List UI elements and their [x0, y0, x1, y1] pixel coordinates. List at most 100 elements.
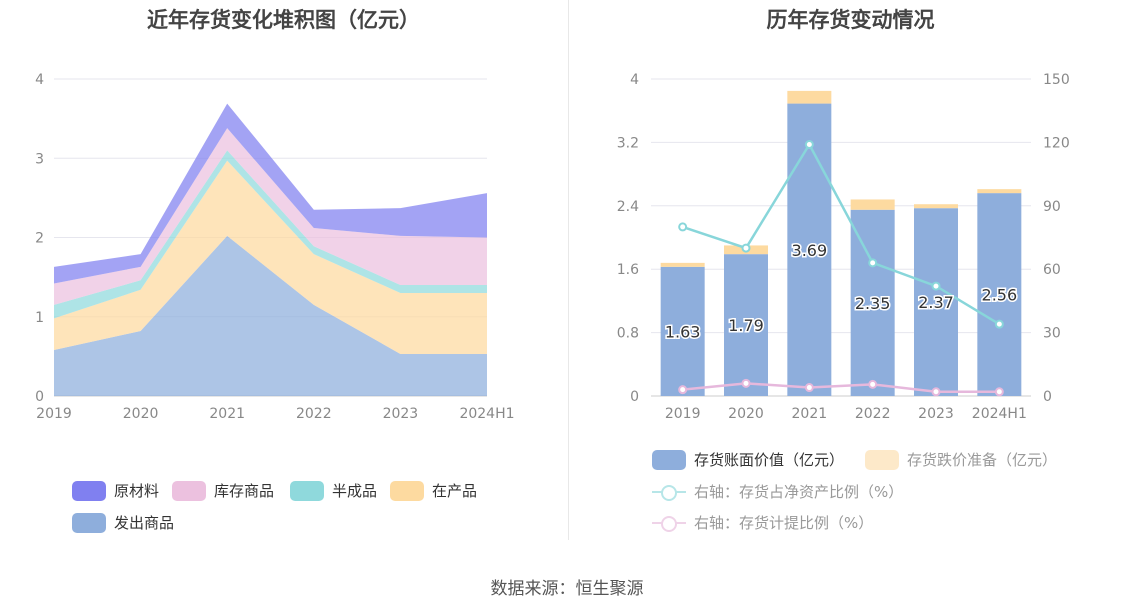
area-series-半成品	[54, 150, 487, 319]
bar-book-value	[977, 193, 1022, 396]
y-tick-label: 0	[630, 389, 639, 405]
area-series-库存商品	[54, 128, 487, 305]
area-series-原材料	[54, 103, 487, 284]
bar-data-label: 1.79	[728, 316, 764, 335]
legend-label-wip: 在产品	[432, 482, 478, 500]
legend-swatch-net-asset-ratio	[652, 482, 686, 502]
y2-tick-label: 60	[1043, 262, 1061, 278]
legend-label-stock: 库存商品	[214, 482, 275, 500]
legend-item-semi[interactable]: 半成品	[290, 480, 377, 501]
bar-provision	[914, 204, 958, 209]
y-tick-label: 0.8	[617, 326, 639, 342]
y-tick-label: 4	[35, 72, 44, 88]
legend-label-shipped: 发出商品	[114, 514, 175, 532]
legend-swatch-semi	[290, 480, 324, 501]
area-series-发出商品	[54, 235, 487, 396]
legend-item-book-value[interactable]: 存货账面价值（亿元）	[652, 449, 844, 470]
x-tick-label: 2021	[792, 406, 828, 422]
legend-swatch-stock	[172, 480, 206, 501]
bar-data-label: 2.37	[918, 293, 954, 312]
legend-label-semi: 半成品	[332, 482, 378, 500]
bar-book-value	[660, 266, 705, 396]
x-tick-label: 2022	[855, 406, 891, 422]
bar-provision	[850, 199, 895, 210]
bar-provision	[787, 90, 832, 104]
point-net-asset-ratio	[741, 243, 751, 253]
y-tick-label: 3	[35, 151, 44, 167]
point-provision-ratio	[931, 387, 941, 397]
y2-tick-label: 0	[1043, 389, 1052, 405]
legend-swatch-shipped	[72, 512, 106, 533]
bar-provision	[977, 189, 1022, 194]
x-tick-label: 2023	[383, 406, 419, 422]
x-tick-label: 2020	[728, 406, 764, 422]
bar-provision	[660, 262, 705, 267]
legend-item-stock[interactable]: 库存商品	[172, 480, 274, 501]
point-net-asset-ratio	[804, 140, 814, 150]
y2-tick-label: 150	[1043, 72, 1070, 88]
legend-swatch-raw	[72, 480, 106, 501]
legend-item-net-asset-ratio[interactable]: 右轴：存货占净资产比例（%）	[652, 481, 903, 502]
legend-item-shipped[interactable]: 发出商品	[72, 512, 174, 533]
x-tick-label: 2021	[209, 406, 245, 422]
legend-label-raw: 原材料	[114, 482, 160, 500]
bar-data-label: 2.35	[855, 294, 891, 313]
point-provision-ratio	[868, 379, 878, 389]
bar-data-label: 2.56	[982, 286, 1018, 305]
left-chart-panel: 近年存货变化堆积图（亿元） 0 1 2 3 4 2019 2020 2021 2022 2023 2…	[0, 0, 567, 560]
x-tick-label: 2023	[918, 406, 954, 422]
bar-data-label: 1.63	[665, 322, 701, 341]
panel-divider	[568, 0, 569, 540]
x-tick-label: 2020	[123, 406, 159, 422]
legend-swatch-provision-ratio	[652, 513, 686, 533]
point-net-asset-ratio	[994, 319, 1004, 329]
right-chart-panel: 历年存货变动情况 0 0.8 1.6 2.4 3.2 4 0 30 60 90 120 150 2019…	[567, 0, 1134, 560]
y2-tick-label: 90	[1043, 199, 1061, 215]
point-provision-ratio	[804, 383, 814, 393]
bar-book-value	[850, 209, 895, 396]
y-tick-label: 0	[35, 389, 44, 405]
x-tick-label: 2019	[36, 406, 72, 422]
point-net-asset-ratio	[931, 281, 941, 291]
right-chart-title: 历年存货变动情况	[766, 8, 935, 32]
line-provision-ratio	[682, 382, 1000, 394]
stacked-area-chart: 0 1 2 3 4 2019 2020 2021 2022 2023 2024H1	[35, 72, 514, 422]
bar-book-value	[787, 103, 832, 396]
x-tick-label: 2024H1	[972, 406, 1027, 422]
point-net-asset-ratio	[868, 258, 878, 268]
y-tick-label: 2	[35, 231, 44, 247]
point-provision-ratio	[678, 385, 688, 395]
legend-swatch-wip	[390, 480, 424, 501]
legend-swatch-book-value	[652, 449, 686, 470]
legend-item-wip[interactable]: 在产品	[390, 480, 477, 501]
line-net-asset-ratio	[682, 141, 1000, 326]
x-tick-label: 2019	[665, 406, 701, 422]
point-provision-ratio	[741, 378, 751, 388]
legend-label-provision: 存货跌价准备（亿元）	[907, 451, 1058, 469]
legend-label-provision-ratio: 右轴：存货计提比例（%）	[694, 514, 874, 532]
area-series-在产品	[54, 160, 487, 354]
x-tick-label: 2022	[296, 406, 332, 422]
legend-label-book-value: 存货账面价值（亿元）	[694, 451, 845, 469]
legend-label-net-asset-ratio: 右轴：存货占净资产比例（%）	[694, 483, 904, 501]
bar-line-chart: 0 0.8 1.6 2.4 3.2 4 0 30 60 90 120 150 2019 2020 2021 2…	[617, 72, 1070, 422]
y-tick-label: 2.4	[617, 199, 639, 215]
left-chart-title: 近年存货变化堆积图（亿元）	[147, 8, 420, 32]
point-provision-ratio	[994, 387, 1004, 397]
y2-tick-label: 120	[1043, 135, 1070, 151]
legend-swatch-provision	[865, 449, 899, 470]
point-net-asset-ratio	[678, 222, 688, 232]
y-tick-label: 4	[630, 72, 639, 88]
bar-book-value	[914, 208, 958, 396]
bar-data-label: 3.69	[792, 241, 828, 260]
legend-item-raw[interactable]: 原材料	[72, 480, 159, 501]
x-tick-label: 2024H1	[459, 406, 514, 422]
y-tick-label: 3.2	[617, 135, 639, 151]
bar-book-value	[724, 254, 768, 396]
y-tick-label: 1.6	[617, 262, 639, 278]
y-tick-label: 1	[35, 310, 44, 326]
y2-tick-label: 30	[1043, 326, 1061, 342]
legend-item-provision[interactable]: 存货跌价准备（亿元）	[865, 449, 1057, 470]
legend-item-provision-ratio[interactable]: 右轴：存货计提比例（%）	[652, 512, 873, 533]
data-source: 数据来源：恒生聚源	[490, 579, 644, 599]
